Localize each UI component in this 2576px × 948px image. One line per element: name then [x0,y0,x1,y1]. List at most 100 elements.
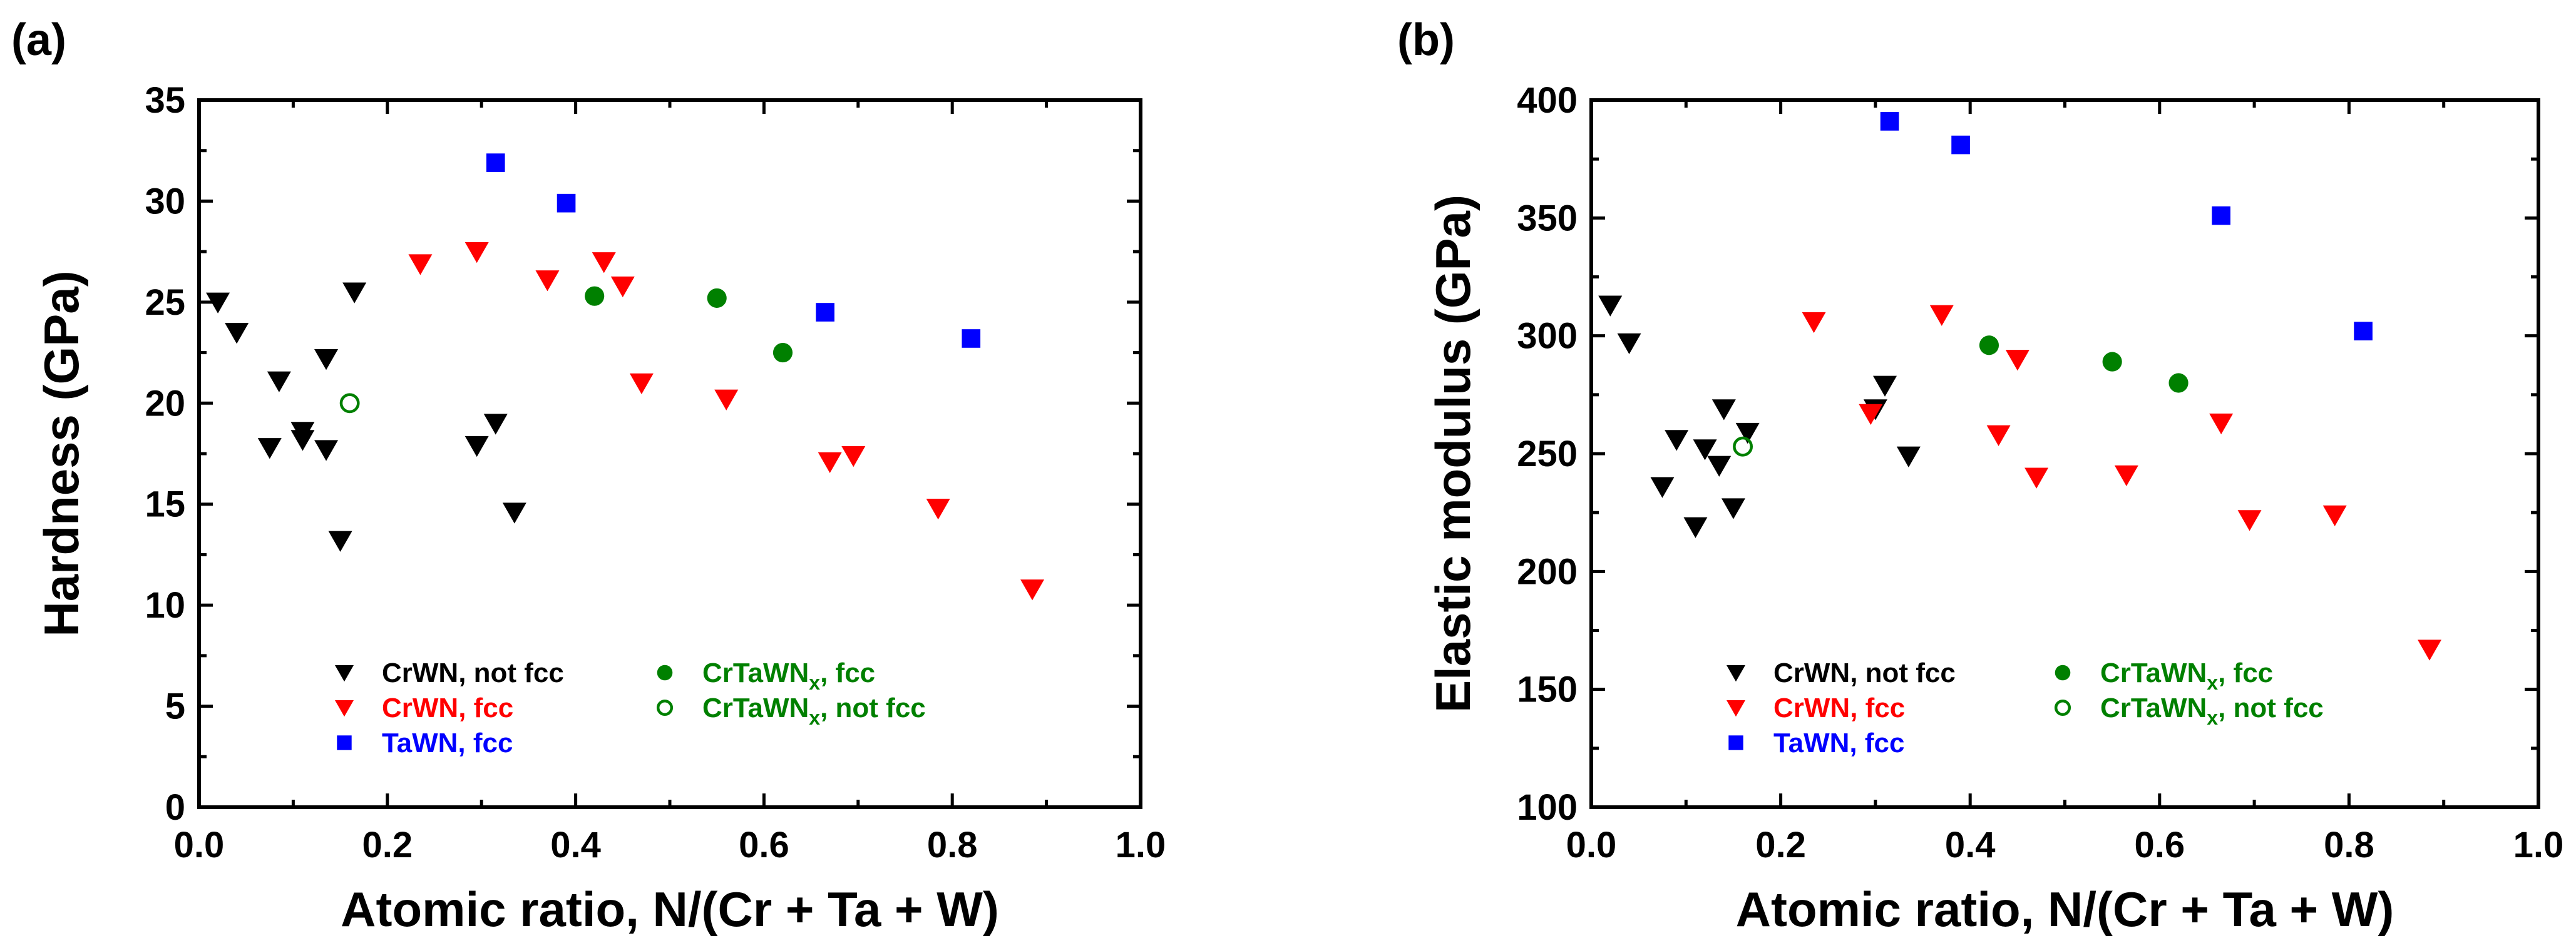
legend-marker [1727,700,1745,717]
legend-label: CrTaWNx, not fcc [702,693,926,729]
data-point [1951,135,1970,155]
data-point [2005,350,2029,371]
legend-item-crtawnx-not-fcc: CrTaWNx, not fcc [656,693,926,729]
x-axis-title: Atomic ratio, N/(Cr + Ta + W) [1736,882,2394,937]
data-point [2114,465,2138,486]
legend-label: CrWN, not fcc [1773,658,1956,688]
data-point [1859,404,1883,426]
y-tick-label: 200 [1517,551,1578,592]
x-tick-label: 0.0 [174,825,225,865]
panel-label: (a) [11,15,66,65]
series-crwn-not-fcc [206,282,526,552]
data-point [486,153,505,172]
x-tick-label: 0.6 [739,825,789,865]
data-point [464,242,489,263]
y-tick-label: 25 [145,282,185,323]
legend-marker [335,700,354,717]
panel-label: (b) [1397,15,1455,65]
data-point [1020,579,1045,601]
legend-item-crtawnx-not-fcc: CrTaWNx, not fcc [2054,693,2324,729]
series-tawn-fcc [1880,112,2373,340]
legend-label: TaWN, fcc [1773,728,1904,758]
legend-label: CrWN, fcc [382,693,513,723]
y-axis-title: Elastic modulus (GPa) [1425,195,1480,713]
legend-label: CrTaWNx, not fcc [2100,693,2324,729]
x-tick-label: 1.0 [1116,825,1166,865]
legend-item-crwn-fcc: CrWN, fcc [335,693,513,723]
data-point [1598,295,1623,317]
series-crtawnx-not-fcc [339,393,360,414]
y-tick-label: 20 [145,383,185,424]
legend-marker [1728,735,1743,750]
legend-item-tawn-fcc: TaWN, fcc [1728,728,1904,758]
data-point [2024,467,2049,489]
y-tick-label: 15 [145,484,185,525]
data-point [1896,446,1921,467]
data-point [1617,333,1641,355]
legend: CrWN, not fcc CrWN, fcc TaWN, fcc CrTaWNx, … [1727,658,2324,758]
series-crwn-not-fcc [1598,295,1921,538]
legend-item-tawn-fcc: TaWN, fcc [337,728,513,758]
data-point [1873,375,1897,397]
data-point [535,270,560,292]
y-tick-label: 100 [1517,787,1578,828]
data-point [841,446,866,467]
data-point [2209,413,2234,435]
data-point [629,373,654,395]
data-point [314,440,339,461]
data-point [339,393,360,414]
legend-label: TaWN, fcc [382,728,513,758]
data-point [483,414,508,435]
panel-b: (b) 0.0 0.2 0.4 0.6 0.8 1.0 100 150 200 250 300 350 4… [1397,15,2563,937]
data-point [1707,456,1732,477]
legend-marker [337,735,352,750]
data-point [328,531,352,552]
data-point [1650,477,1675,498]
data-point [225,323,249,344]
legend-marker [2054,699,2071,716]
legend-marker [657,665,673,681]
data-point [502,502,526,524]
data-point [816,303,834,322]
y-tick-label: 400 [1517,80,1578,121]
data-point [714,389,739,410]
legend-label: CrWN, fcc [1773,693,1905,723]
data-point [962,329,981,348]
x-tick-label: 0.6 [2134,825,2185,865]
data-point [2354,322,2373,340]
x-tick-label: 0.2 [362,825,413,865]
series-crtawnx-fcc [1979,335,2189,393]
legend-item-crtawnx-fcc: CrTaWNx, fcc [2055,658,2273,694]
data-point [1986,425,2011,446]
data-point [1693,439,1717,461]
data-point [707,288,727,308]
data-point [772,342,793,363]
data-point [2237,510,2262,531]
data-point [1929,305,1954,326]
y-tick-label: 300 [1517,316,1578,357]
x-tick-label: 0.8 [927,825,978,865]
y-tick-label: 250 [1517,434,1578,474]
series-tawn-fcc [486,153,981,348]
panel-a: (a) 0.0 0.2 0.4 0.6 0.8 1.0 0 5 10 15 20 25 30 35 Atomi… [11,15,1166,937]
legend-marker [1727,665,1745,682]
y-tick-label: 5 [165,686,185,727]
legend-item-crwn-fcc: CrWN, fcc [1727,693,1905,723]
data-point [342,282,367,303]
data-point [314,349,339,370]
data-point [257,438,282,459]
data-point [1979,335,1999,355]
series-crtawnx-fcc [585,286,793,363]
x-tick-label: 1.0 [2513,825,2564,865]
data-point [1733,436,1753,457]
series-crwn-fcc [408,242,1045,601]
data-point [818,452,842,473]
x-tick-label: 0.8 [2324,825,2374,865]
legend-label: CrWN, not fcc [382,658,564,688]
data-point [2168,373,2189,393]
y-tick-label: 35 [145,80,185,121]
legend: CrWN, not fcc CrWN, fcc TaWN, fcc CrTaWNx, … [335,658,926,758]
y-axis-title: Hardness (GPa) [34,270,89,636]
data-point [557,193,576,213]
